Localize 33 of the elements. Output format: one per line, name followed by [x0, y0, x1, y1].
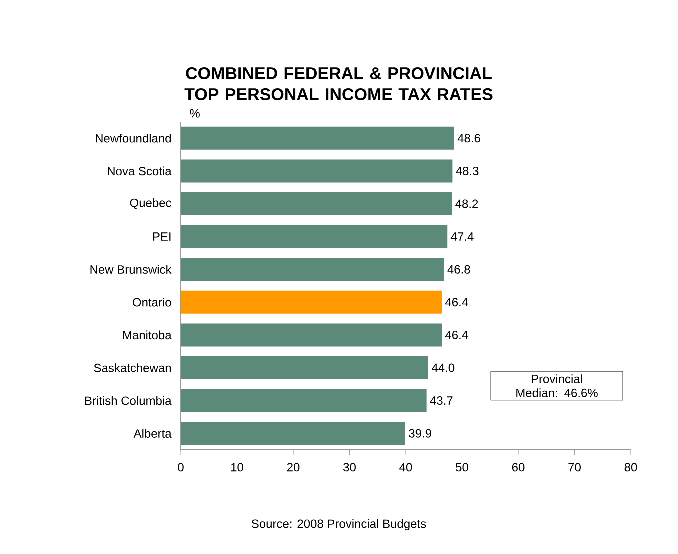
y-tick-label: Ontario [133, 298, 172, 307]
chart-title: COMBINED FEDERAL & PROVINCIAL TOP PERSONAL INCOME TAX RATES [184, 67, 493, 101]
data-label: 46.4 [445, 298, 468, 307]
x-tick-label: 0 [178, 463, 184, 472]
y-tick-label: British Columbia [85, 396, 172, 406]
data-label: 48.2 [456, 200, 478, 208]
data-label: 47.4 [451, 232, 474, 241]
y-tick-label: Saskatchewan [94, 364, 172, 372]
x-tick-label: 80 [624, 463, 638, 472]
annotation: Provincial Median: 46.6% [516, 374, 598, 398]
x-tick-label: 40 [400, 463, 412, 472]
data-label: 48.3 [456, 166, 479, 176]
data-label: 43.7 [430, 396, 453, 406]
x-tick-label: 10 [231, 463, 244, 472]
source-note: Source: 2008 Provincial Budgets [252, 519, 426, 531]
y-tick-label: Nova Scotia [108, 166, 172, 176]
y-tick-label: New Brunswick [90, 265, 172, 274]
y-tick-label: Alberta [134, 429, 172, 438]
y-tick-label: Quebec [130, 198, 172, 210]
data-label: 48.6 [458, 134, 480, 143]
data-label: 39.9 [409, 429, 432, 438]
y-tick-label: Manitoba [123, 330, 172, 340]
x-tick-label: 30 [344, 463, 356, 472]
x-axis-title: % [190, 109, 200, 118]
data-label: 46.4 [445, 330, 468, 340]
data-label: 46.8 [448, 265, 470, 274]
data-label: 44.0 [432, 364, 455, 372]
x-tick-label: 60 [512, 463, 525, 472]
y-tick-label: Newfoundland [96, 134, 172, 143]
x-tick-label: 70 [568, 463, 581, 472]
x-tick-label: 20 [287, 463, 300, 472]
x-tick-label: 50 [456, 463, 468, 472]
y-tick-label: PEI [153, 232, 171, 241]
